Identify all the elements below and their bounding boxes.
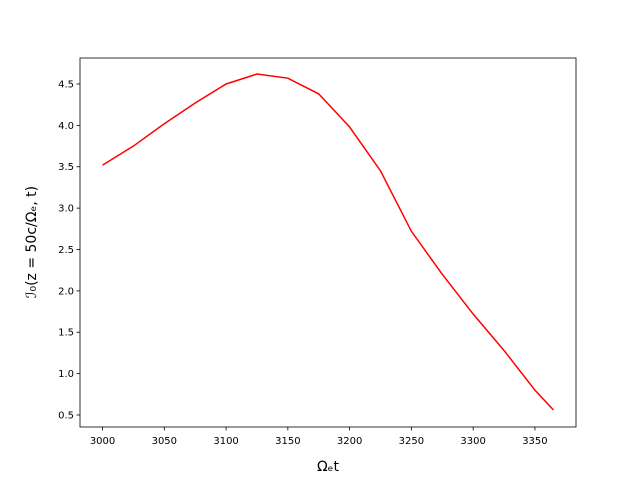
- x-tick-label: 3200: [337, 436, 362, 447]
- x-tick-label: 3000: [90, 436, 115, 447]
- x-tick-label: 3050: [152, 436, 177, 447]
- y-tick-label: 0.5: [58, 411, 74, 422]
- x-tick-label: 3350: [522, 436, 547, 447]
- y-tick-label: 3.5: [58, 162, 74, 173]
- y-tick-label: 1.5: [58, 328, 74, 339]
- y-axis-label: ℐ₀(z = 50c/Ωₑ, t): [24, 186, 40, 298]
- plot-frame: [79, 57, 577, 428]
- y-tick-label: 1.0: [58, 369, 74, 380]
- x-tick-label: 3300: [460, 436, 485, 447]
- y-tick-label: 4.0: [58, 121, 74, 132]
- y-tick-label: 2.0: [58, 286, 74, 297]
- x-tick-label: 3100: [213, 436, 238, 447]
- x-axis-label: Ωₑt: [317, 459, 340, 475]
- y-tick-label: 3.0: [58, 204, 74, 215]
- x-tick-label: 3250: [399, 436, 424, 447]
- x-tick-label: 3150: [275, 436, 300, 447]
- line-series: [102, 73, 555, 411]
- y-tick-label: 4.5: [58, 79, 74, 90]
- y-tick-label: 2.5: [58, 245, 74, 256]
